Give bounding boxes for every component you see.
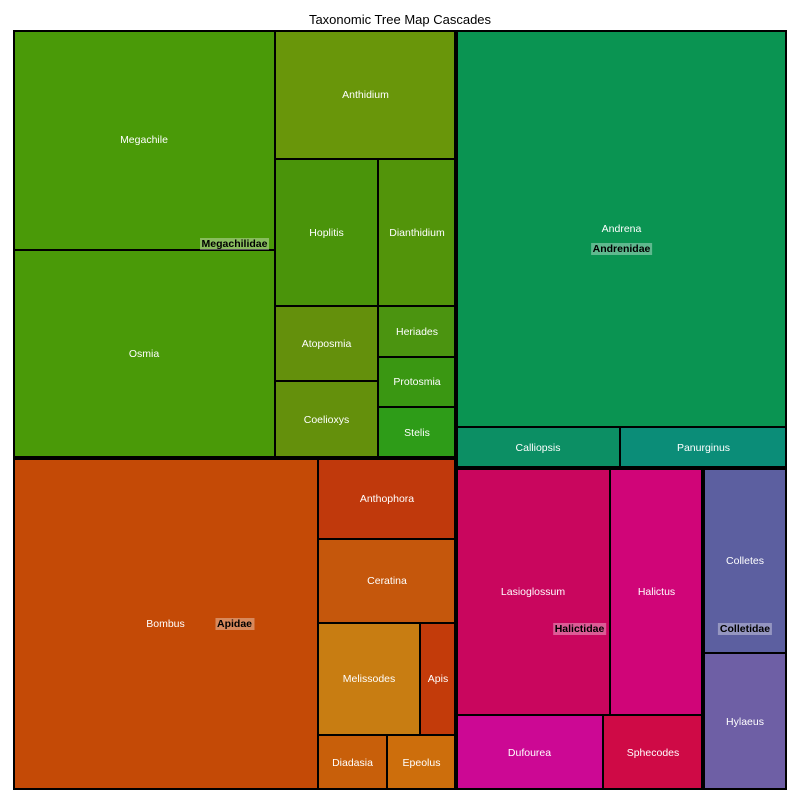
- genus-label-stelis: Stelis: [404, 426, 430, 439]
- genus-label-ceratina: Ceratina: [367, 575, 407, 587]
- genus-label-anthophora: Anthophora: [359, 492, 415, 505]
- chart-title: Taxonomic Tree Map Cascades: [308, 12, 492, 27]
- genus-label-dufourea: Dufourea: [507, 746, 552, 759]
- cell-anthidium: Anthidium: [275, 30, 456, 159]
- cell-diadasia: Diadasia: [318, 735, 387, 790]
- genus-label-atoposmia: Atoposmia: [301, 337, 352, 350]
- cell-anthophora: Anthophora: [318, 458, 456, 539]
- cell-coelioxys: Coelioxys: [275, 381, 378, 458]
- genus-label-melissodes: Melissodes: [342, 673, 396, 685]
- cell-dianthidium: Dianthidium: [378, 159, 456, 306]
- genus-label-diadasia: Diadasia: [332, 756, 373, 769]
- genus-label-andrena: Andrena: [601, 222, 642, 235]
- cell-melissodes: Melissodes: [318, 623, 420, 735]
- cell-sphecodes: Sphecodes: [603, 715, 703, 790]
- genus-label-colletes: Colletes: [726, 554, 764, 567]
- genus-label-halictus: Halictus: [637, 585, 676, 598]
- cell-lasioglossum: Lasioglossum: [456, 468, 610, 715]
- genus-label-bombus: Bombus: [146, 618, 185, 630]
- genus-label-osmia: Osmia: [128, 348, 160, 360]
- cell-hylaeus: Hylaeus: [703, 653, 787, 790]
- cell-protosmia: Protosmia: [378, 357, 456, 407]
- cell-calliopsis: Calliopsis: [456, 427, 620, 468]
- cell-epeolus: Epeolus: [387, 735, 456, 790]
- cell-atoposmia: Atoposmia: [275, 306, 378, 381]
- genus-label-sphecodes: Sphecodes: [626, 746, 680, 759]
- genus-label-epeolus: Epeolus: [402, 756, 441, 769]
- cell-ceratina: Ceratina: [318, 539, 456, 623]
- cell-apis: Apis: [420, 623, 456, 735]
- cell-dufourea: Dufourea: [456, 715, 603, 790]
- cell-heriades: Heriades: [378, 306, 456, 357]
- genus-label-hylaeus: Hylaeus: [726, 715, 764, 728]
- genus-label-hoplitis: Hoplitis: [309, 226, 344, 239]
- cell-hoplitis: Hoplitis: [275, 159, 378, 306]
- genus-label-dianthidium: Dianthidium: [389, 226, 445, 239]
- genus-label-protosmia: Protosmia: [393, 376, 441, 388]
- genus-label-apis: Apis: [427, 673, 449, 685]
- cell-panurginus: Panurginus: [620, 427, 787, 468]
- cell-colletes: Colletes: [703, 468, 787, 653]
- cell-megachile: Megachile: [13, 30, 275, 250]
- cell-stelis: Stelis: [378, 407, 456, 458]
- genus-label-heriades: Heriades: [395, 325, 439, 338]
- genus-label-anthidium: Anthidium: [342, 88, 389, 101]
- genus-label-lasioglossum: Lasioglossum: [500, 585, 566, 598]
- cell-andrena: Andrena: [456, 30, 787, 427]
- genus-label-calliopsis: Calliopsis: [515, 441, 561, 454]
- cell-bombus: Bombus: [13, 458, 318, 790]
- genus-label-panurginus: Panurginus: [676, 441, 731, 454]
- cell-osmia: Osmia: [13, 250, 275, 458]
- genus-label-coelioxys: Coelioxys: [303, 413, 350, 426]
- genus-label-megachile: Megachile: [120, 134, 168, 146]
- cell-halictus: Halictus: [610, 468, 703, 715]
